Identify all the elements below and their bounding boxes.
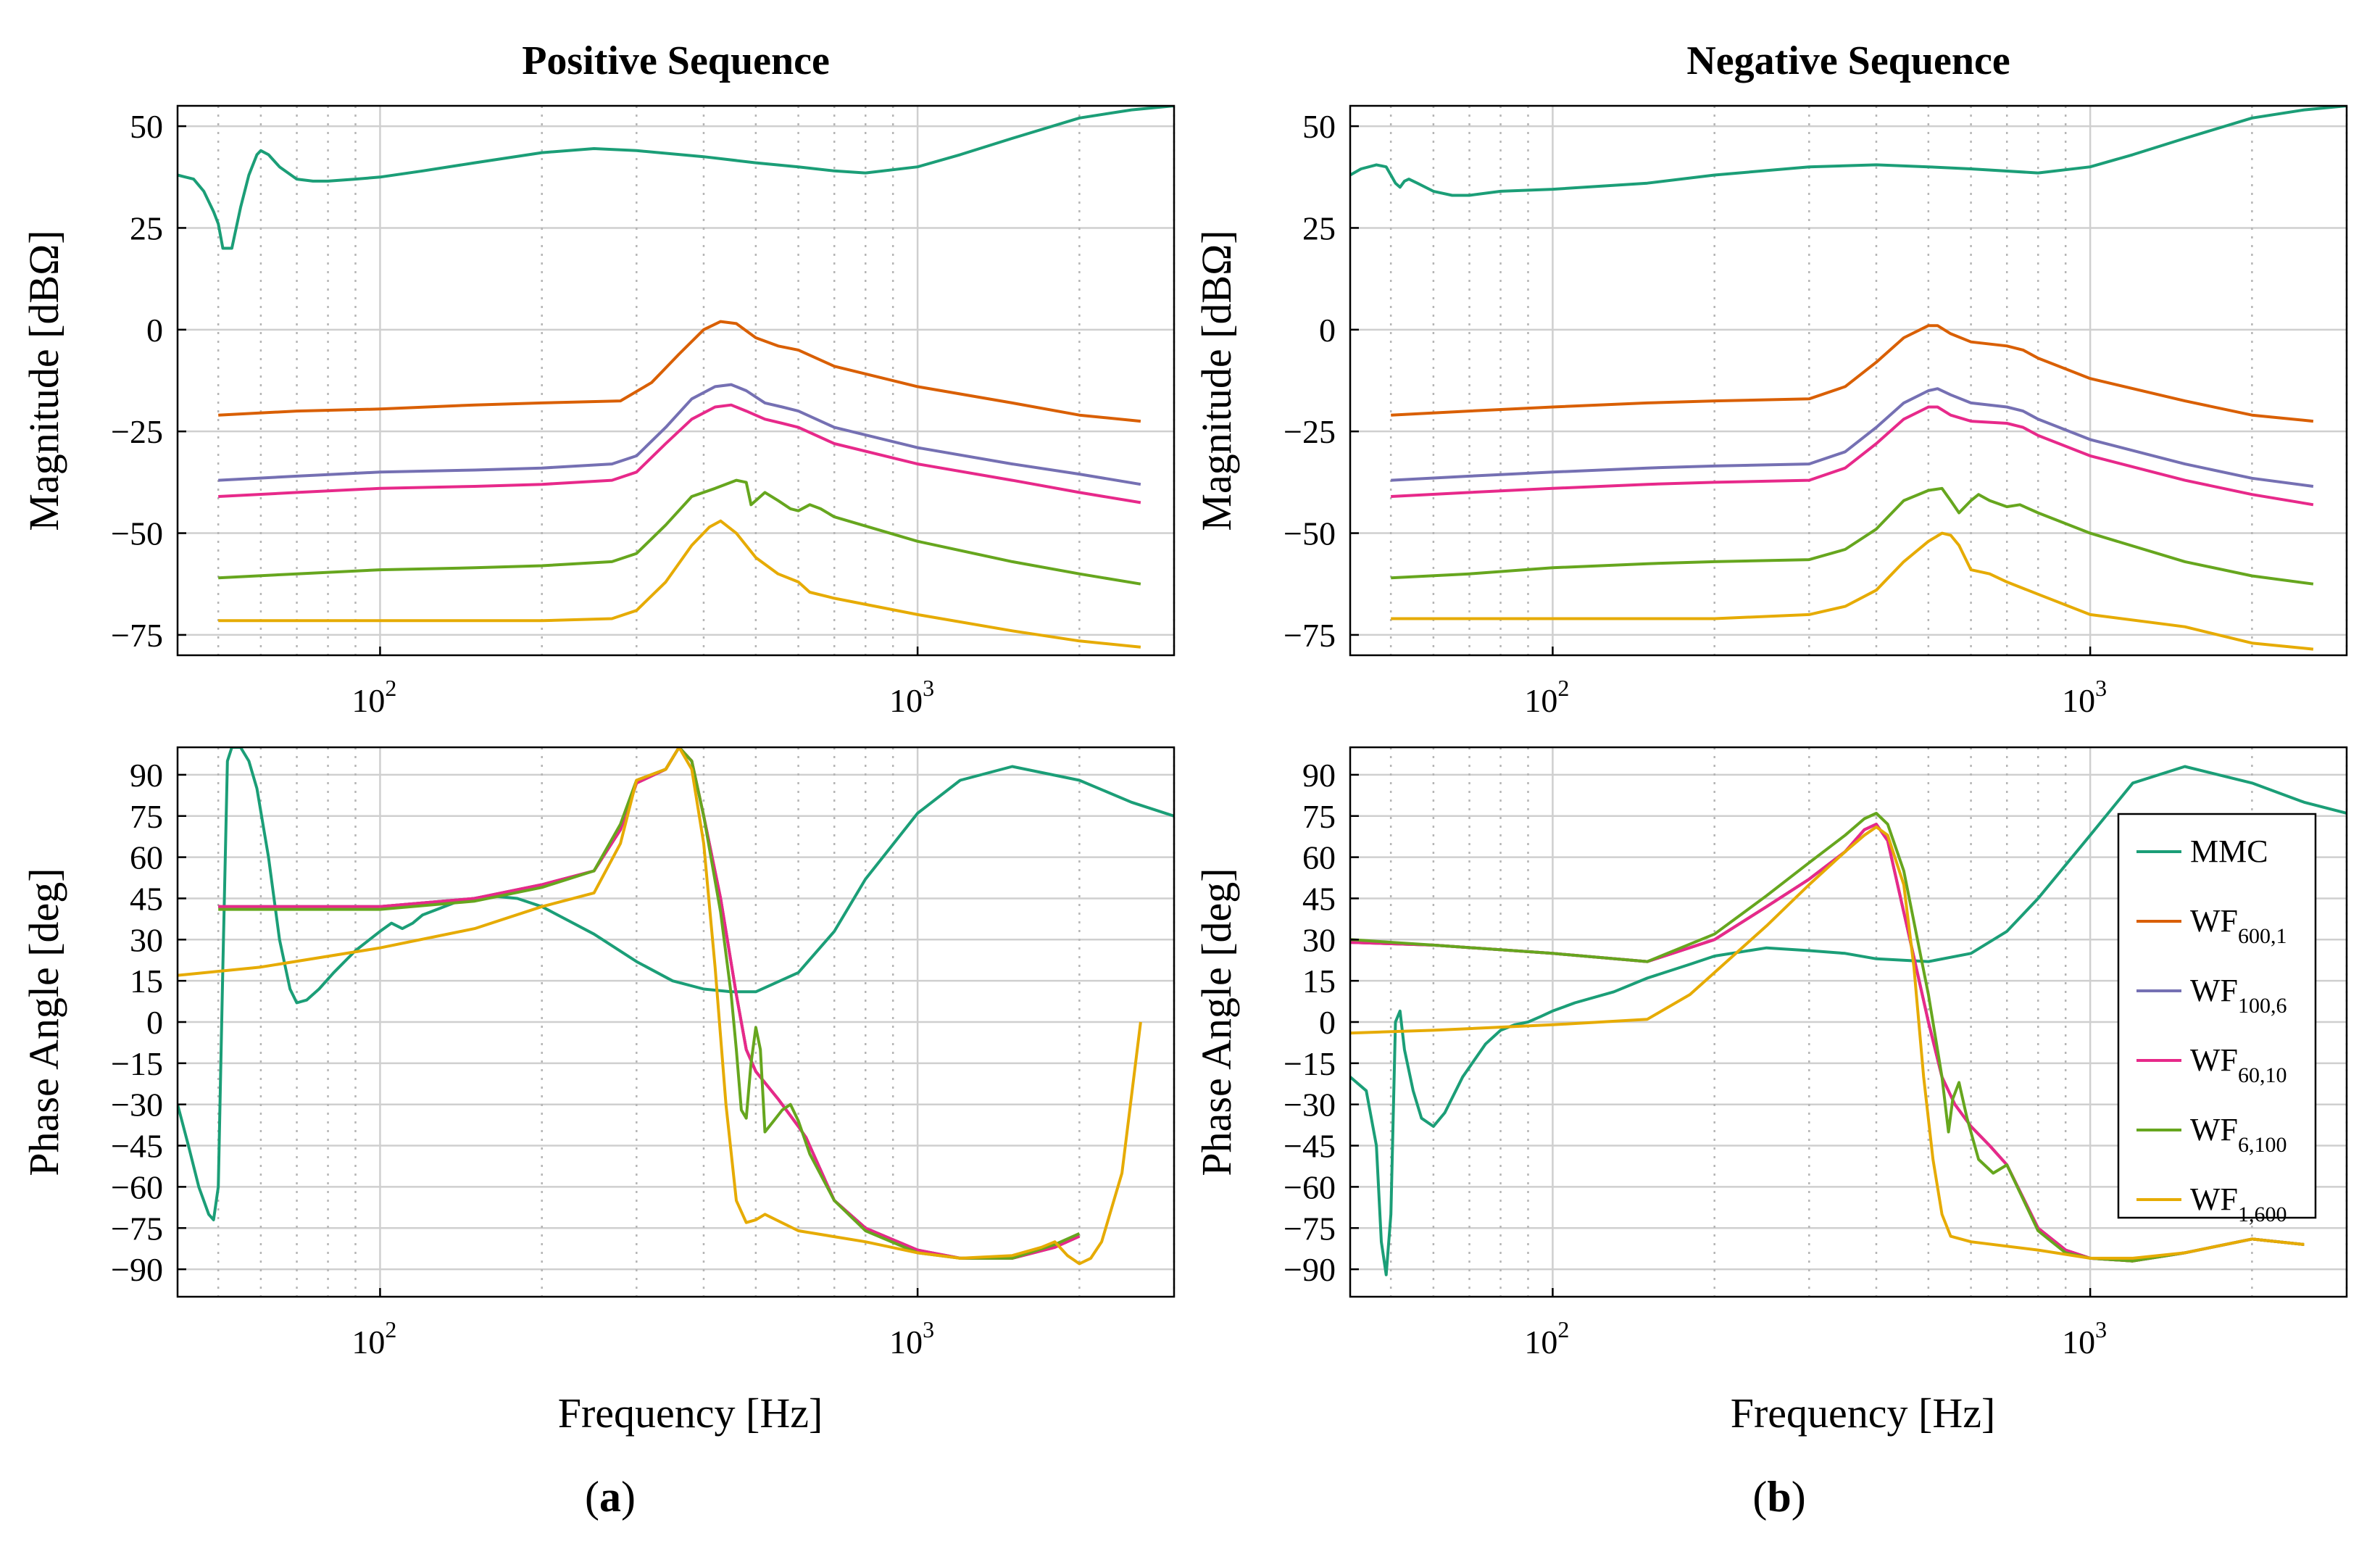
y-tick-label: 60: [130, 839, 163, 876]
series-line-wf1-600: [178, 747, 1142, 1266]
series-line-wf1-600: [1391, 531, 2314, 651]
y-tick-label: 45: [1302, 880, 1336, 917]
series-line-wf1-600: [1350, 825, 2305, 1260]
y-tick-label: −60: [111, 1168, 163, 1205]
y-tick-label: 60: [1302, 839, 1336, 876]
y-tick-label: −25: [111, 413, 163, 450]
y-tick-label: 90: [1302, 757, 1336, 794]
x-tick-label: 102: [351, 1316, 396, 1361]
series-group: [178, 106, 1174, 649]
x-axis-label: Frequency [Hz]: [558, 1390, 823, 1437]
legend-label-wf1-600: WF1,600: [2190, 1181, 2287, 1226]
series-line-wf6-100: [218, 747, 1081, 1260]
x-tick-label: 102: [351, 675, 396, 719]
y-tick-label: 45: [130, 880, 163, 917]
plot-frame: [176, 104, 1176, 657]
legend-label-mmc: MMC: [2190, 834, 2268, 869]
series-line-wf600-1: [1391, 324, 2314, 423]
series-line-mmc: [178, 747, 1174, 1221]
x-tick-label: 103: [2062, 675, 2107, 719]
plot-frame: [1349, 104, 2348, 657]
chart-magnitude-positive-sequence: 50 25 0 −25 −50 −75 102 103 Positive Sequence Mag…: [20, 38, 1176, 719]
legend-box: [2117, 813, 2317, 1219]
series-line-wf600-1: [218, 320, 1141, 423]
y-tick-label: 75: [1302, 798, 1336, 835]
y-tick-label: 15: [130, 963, 163, 1000]
series-line-wf100-6: [218, 383, 1141, 486]
series-group: [178, 747, 1174, 1266]
y-tick-label: 50: [130, 108, 163, 145]
series-line-wf6-100: [1391, 486, 2314, 586]
x-axis-label: Frequency [Hz]: [1731, 1390, 1996, 1437]
series-group: [1350, 106, 2347, 651]
chart-title: Positive Sequence: [522, 38, 830, 83]
chart-phase-negative-sequence: 90 75 60 45 30 15 0 −15 −30 −45−60 −75 −90 102 103 Pha…: [1193, 746, 2348, 1437]
y-tick-label: −75: [111, 617, 163, 654]
y-tick-label: −45: [1283, 1128, 1336, 1165]
y-tick-label: 0: [1319, 312, 1336, 349]
y-tick-label: −45: [111, 1128, 163, 1165]
subfigure-label-b: (b): [1752, 1473, 1805, 1521]
series-line-wf60-10: [1391, 405, 2314, 507]
legend: MMC WF600,1 WF100,6 WF60,10 WF6,100 WF1,600: [2117, 813, 2317, 1226]
chart-phase-positive-sequence: 90 75 60 45 30 15 0 −15 −30 −45−60 −75 −90 102 103 Pha…: [20, 746, 1176, 1437]
y-axis-label: Magnitude [dBΩ]: [20, 230, 67, 531]
series-line-wf1-600: [218, 519, 1141, 649]
y-axis-label: Phase Angle [deg]: [1193, 868, 1240, 1176]
y-tick-label: 30: [130, 921, 163, 958]
y-tick-label: −90: [1283, 1251, 1336, 1288]
series-line-wf600-1: [218, 747, 1081, 1260]
series-line-wf60-10: [218, 403, 1141, 504]
y-tick-label: −75: [1283, 617, 1336, 654]
y-tick-label: −75: [1283, 1210, 1336, 1247]
legend-label-wf600-1: WF600,1: [2190, 903, 2287, 948]
y-tick-label: 25: [1302, 209, 1336, 246]
series-line-wf6-100: [218, 478, 1141, 586]
series-line-mmc: [1350, 106, 2347, 197]
y-tick-label: 25: [130, 209, 163, 246]
y-tick-label: 90: [130, 757, 163, 794]
x-tick-label: 102: [1524, 675, 1569, 719]
y-axis-label: Phase Angle [deg]: [20, 868, 67, 1176]
x-tick-label: 103: [889, 675, 934, 719]
chart-magnitude-negative-sequence: 50 25 0 −25 −50 −75 102 103 Negative Sequence Mag…: [1193, 38, 2348, 719]
y-tick-label: −30: [111, 1087, 163, 1123]
y-tick-label: 50: [1302, 108, 1336, 145]
legend-label-wf60-10: WF60,10: [2190, 1042, 2287, 1087]
y-tick-label: −30: [1283, 1087, 1336, 1123]
series-line-wf60-10: [218, 747, 1081, 1260]
subfigure-label-a: (a): [585, 1473, 636, 1521]
legend-label-wf6-100: WF6,100: [2190, 1112, 2287, 1157]
y-tick-label: 0: [146, 1004, 163, 1041]
grid: [178, 106, 1176, 655]
y-tick-label: −75: [111, 1210, 163, 1247]
series-group: [1350, 765, 2347, 1276]
y-tick-label: −60: [1283, 1168, 1336, 1205]
y-tick-label: 30: [1302, 921, 1336, 958]
series-line-mmc: [1350, 765, 2347, 1276]
series-line-wf100-6: [1391, 387, 2314, 488]
series-line-wf100-6: [218, 747, 1081, 1260]
y-tick-label: −50: [111, 515, 163, 552]
x-tick-label: 103: [2062, 1316, 2107, 1361]
series-line-mmc: [178, 106, 1174, 250]
legend-label-wf100-6: WF100,6: [2190, 973, 2287, 1018]
x-tick-label: 102: [1524, 1316, 1569, 1361]
grid: [178, 747, 1176, 1297]
y-tick-label: 75: [130, 798, 163, 835]
y-tick-label: 0: [1319, 1004, 1336, 1041]
x-tick-label: 103: [889, 1316, 934, 1361]
y-tick-label: −50: [1283, 515, 1336, 552]
y-tick-label: 0: [146, 312, 163, 349]
y-tick-label: −15: [1283, 1045, 1336, 1082]
y-axis-label: Magnitude [dBΩ]: [1193, 230, 1240, 531]
y-tick-label: −15: [111, 1045, 163, 1082]
y-tick-label: 15: [1302, 963, 1336, 1000]
chart-title: Negative Sequence: [1686, 38, 2010, 83]
y-tick-label: −90: [111, 1251, 163, 1288]
y-tick-label: −25: [1283, 413, 1336, 450]
grid: [1350, 106, 2348, 655]
